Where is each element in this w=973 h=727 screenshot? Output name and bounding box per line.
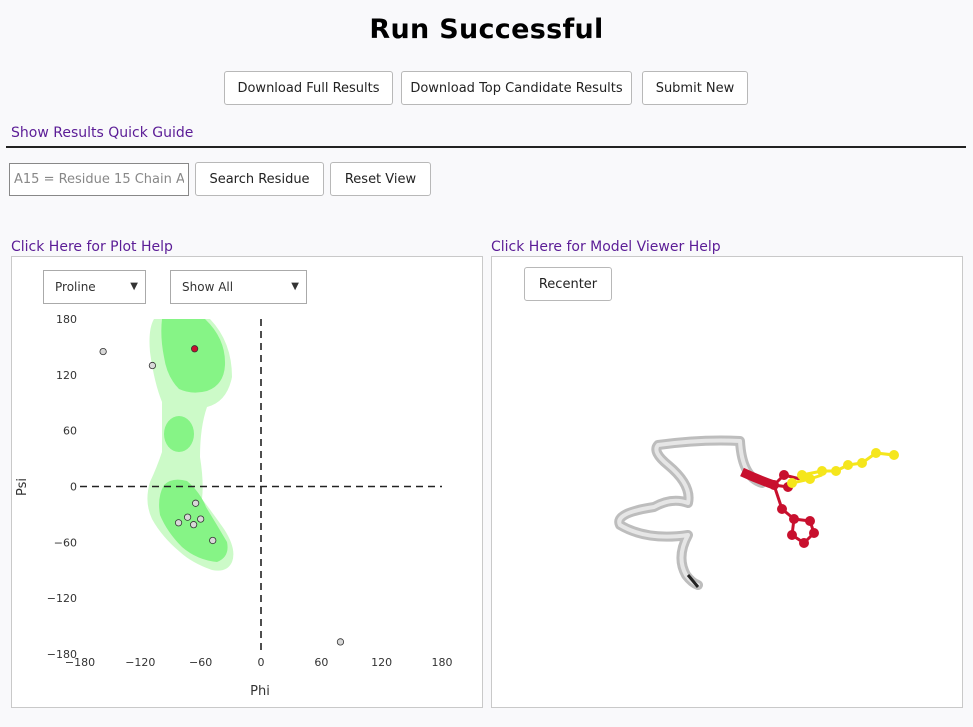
plot-points <box>99 345 345 646</box>
residue-search-input[interactable] <box>9 163 189 196</box>
y-tick-label: 180 <box>56 313 77 326</box>
x-tick-label: 60 <box>314 656 328 669</box>
data-point <box>174 519 183 527</box>
data-point <box>148 361 156 370</box>
x-axis-label: Phi <box>250 684 270 699</box>
data-point <box>192 499 200 507</box>
y-tick-label: 0 <box>70 481 77 494</box>
data-point <box>190 521 198 529</box>
x-tick-label: 120 <box>371 656 392 669</box>
data-point <box>99 347 107 356</box>
download-full-results-button[interactable]: Download Full Results <box>224 71 393 105</box>
search-residue-button[interactable]: Search Residue <box>195 162 324 196</box>
ramachandran-plot-panel: Proline ▼ Show All ▼ −180 −120 −60 0 60 120 18… <box>11 256 483 708</box>
page-title: Run Successful <box>369 14 604 45</box>
plot-axes: −180 −120 −60 0 60 120 180 180 120 60 0 −60 −120 −180 <box>47 313 453 669</box>
recenter-button[interactable]: Recenter <box>524 267 612 301</box>
model-viewer-panel[interactable]: Recenter <box>491 256 963 708</box>
download-top-candidate-button[interactable]: Download Top Candidate Results <box>401 71 632 105</box>
divider <box>6 146 966 148</box>
selected-data-point <box>191 345 199 353</box>
y-axis-label: Psi <box>15 478 30 496</box>
x-tick-label: 0 <box>258 656 265 669</box>
data-point <box>336 638 345 646</box>
y-tick-label: −120 <box>47 592 77 605</box>
data-point <box>183 513 192 521</box>
x-tick-label: −60 <box>189 656 212 669</box>
protein-ribbon <box>614 435 767 590</box>
plot-regions <box>147 319 234 571</box>
favored-region-beta <box>161 319 226 393</box>
data-point <box>197 515 205 523</box>
residue-type-select[interactable]: Proline ▼ <box>43 270 146 304</box>
residue-type-value: Proline <box>55 280 96 294</box>
x-tick-label: 180 <box>432 656 453 669</box>
ligand-sticks-yellow <box>787 448 899 488</box>
ramachandran-plot: −180 −120 −60 0 60 120 180180120600−60−120−180… <box>15 313 453 699</box>
x-tick-label: −180 <box>65 656 95 669</box>
submit-new-button[interactable]: Submit New <box>642 71 748 105</box>
dropdown-arrow-icon: ▼ <box>291 280 299 292</box>
dropdown-arrow-icon: ▼ <box>130 280 138 292</box>
filter-select[interactable]: Show All ▼ <box>170 270 307 304</box>
plot-help-link[interactable]: Click Here for Plot Help <box>11 239 173 255</box>
residue-sticks-red <box>740 467 819 548</box>
x-tick-label: −120 <box>125 656 155 669</box>
y-tick-label: −180 <box>47 648 77 661</box>
molecule-view <box>614 435 899 590</box>
y-tick-label: 60 <box>63 425 77 438</box>
y-tick-label: 120 <box>56 369 77 382</box>
favored-region-mid <box>164 416 194 452</box>
quick-guide-link[interactable]: Show Results Quick Guide <box>11 125 194 141</box>
data-point <box>209 536 217 545</box>
reset-view-button[interactable]: Reset View <box>330 162 431 196</box>
model-viewer-help-link[interactable]: Click Here for Model Viewer Help <box>491 239 721 255</box>
y-tick-label: −60 <box>54 536 77 549</box>
filter-value: Show All <box>182 280 234 294</box>
